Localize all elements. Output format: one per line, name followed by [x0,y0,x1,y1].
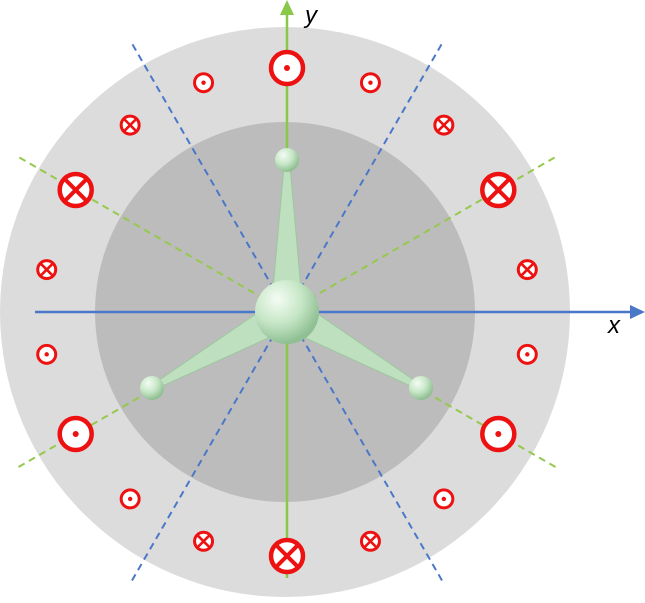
field-markers [36,49,538,575]
field-in-marker [268,537,306,575]
field-out-marker [119,488,141,510]
field-out-marker [359,72,381,94]
field-out-marker [193,72,215,94]
dashed-line-green-b [18,156,556,468]
field-in-marker [36,259,58,281]
y-axis-label: y [305,2,317,29]
dashed-line-blue-a [131,43,443,581]
field-in-marker [480,171,517,209]
field-in-marker [516,259,538,281]
x-axis-arrow [630,305,645,319]
x-axis-label: x [608,312,620,339]
dashed-line-green-a [18,156,556,468]
field-out-marker [57,415,94,453]
dashed-line-blue-b [131,43,443,581]
end-sphere [409,376,433,400]
field-in-marker [193,530,215,552]
y-axis-arrow [280,0,294,15]
field-in-marker [57,171,94,209]
end-sphere [140,376,164,400]
field-out-marker [36,343,58,365]
central-sphere [255,280,319,344]
field-out-marker [433,488,455,510]
field-out-marker [516,343,538,365]
end-sphere [275,148,299,172]
field-in-marker [359,530,381,552]
field-in-marker [119,114,141,136]
molecule-arms [140,148,433,400]
field-out-marker [268,49,306,87]
field-in-marker [433,114,455,136]
dashed-guide-lines [18,43,556,581]
field-out-marker [480,415,517,453]
